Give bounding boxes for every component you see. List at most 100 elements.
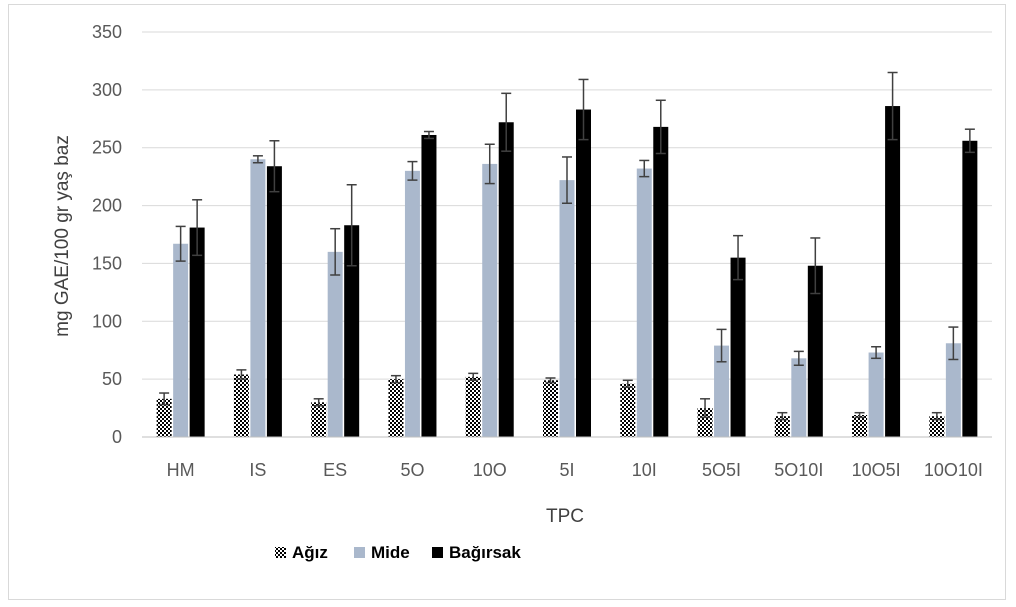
error-bar: [313, 398, 324, 407]
bar-ağız-5o: [388, 379, 404, 437]
x-tick-label: ES: [323, 460, 347, 480]
legend-swatch: [432, 547, 443, 558]
bar-bağırsak-is: [266, 166, 282, 437]
gridlines: [142, 31, 992, 380]
error-bar: [346, 183, 357, 267]
error-bar: [269, 140, 280, 193]
bar-mide-is: [250, 159, 266, 438]
bar-ağız-10o10i: [929, 416, 945, 437]
error-bar: [793, 350, 804, 367]
legend: Ağız Mide Bağırsak: [275, 543, 521, 562]
error-bar: [716, 328, 727, 363]
bar-ağız-5i: [543, 380, 558, 437]
error-bar: [871, 345, 882, 360]
error-bar: [252, 155, 263, 164]
bar-ağız-10i: [620, 383, 636, 437]
y-tick-label: 100: [92, 311, 122, 331]
error-bar: [468, 372, 479, 382]
legend-label: Bağırsak: [449, 543, 521, 562]
error-bar: [948, 326, 959, 361]
error-bar: [964, 128, 975, 154]
bar-bağırsak-5o5i: [730, 257, 746, 437]
legend-item: Bağırsak: [432, 543, 521, 562]
bar-ağız-10o: [465, 376, 481, 437]
error-bar: [423, 130, 434, 140]
y-tick-label: 0: [112, 427, 122, 447]
bars: [156, 106, 978, 438]
bar-mide-5i: [559, 180, 575, 437]
error-bar: [700, 398, 711, 419]
bar-mide-10i: [636, 168, 652, 438]
error-bar: [639, 159, 650, 178]
error-bar: [854, 411, 865, 419]
x-axis-title: TPC: [546, 506, 584, 527]
error-bar: [175, 225, 186, 262]
y-tick-label: 250: [92, 138, 122, 158]
bar-ağız-is: [233, 374, 249, 437]
legend-label: Mide: [371, 543, 410, 562]
x-tick-label: 5O10I: [774, 460, 823, 480]
bar-bağırsak-5i: [576, 109, 591, 438]
bar-mide-10o10i: [945, 343, 961, 437]
bar-mide-5o10i: [791, 358, 807, 437]
error-bar: [501, 92, 512, 152]
bar-ağız-5o10i: [774, 416, 790, 437]
x-tick-label: IS: [249, 460, 266, 480]
legend-item: Mide: [354, 543, 410, 562]
bar-mide-hm: [173, 243, 189, 437]
x-tick-label: 10O: [473, 460, 507, 480]
bar-mide-10o5i: [868, 352, 884, 437]
bar-ağız-10o5i: [852, 415, 868, 437]
error-bar: [578, 78, 589, 141]
bar-bağırsak-hm: [189, 227, 205, 437]
x-tick-label: 10O10I: [924, 460, 983, 480]
error-bar: [330, 227, 341, 276]
bar-bağırsak-5o: [421, 134, 437, 437]
error-bar: [236, 369, 247, 380]
bar-mide-5o: [404, 170, 420, 437]
bar-bağırsak-5o10i: [807, 265, 823, 437]
error-bar: [545, 377, 556, 384]
bar-bağırsak-es: [344, 225, 360, 437]
bar-ağız-es: [311, 402, 327, 437]
x-tick-label: 5O: [400, 460, 424, 480]
error-bar: [887, 71, 898, 141]
error-bar: [777, 411, 788, 421]
x-tick-label: 5O5I: [702, 460, 741, 480]
y-axis-title: mg GAE/100 gr yaş baz: [52, 135, 73, 337]
bar-bağırsak-10o5i: [885, 106, 901, 438]
error-bar: [192, 199, 203, 257]
bar-ağız-5o5i: [697, 408, 713, 437]
bar-bağırsak-10o10i: [962, 140, 978, 437]
y-tick-label: 50: [102, 369, 122, 389]
error-bar: [622, 379, 633, 388]
y-tick-label: 200: [92, 196, 122, 216]
bar-mide-es: [327, 251, 343, 437]
error-bar: [931, 411, 942, 421]
error-bar: [484, 143, 495, 185]
x-tick-label: HM: [167, 460, 195, 480]
bar-bağırsak-10i: [653, 126, 669, 437]
legend-label: Ağız: [292, 543, 328, 562]
legend-item: Ağız: [275, 543, 328, 562]
y-tick-label: 150: [92, 253, 122, 273]
error-bar: [390, 374, 401, 384]
y-tick-label: 300: [92, 80, 122, 100]
legend-swatch: [275, 547, 286, 558]
error-bar: [655, 99, 666, 155]
y-tick-label: 350: [92, 22, 122, 42]
error-bar: [733, 234, 744, 281]
x-tick-label: 5I: [559, 460, 574, 480]
bar-mide-5o5i: [714, 345, 730, 437]
bar-ağız-hm: [156, 398, 172, 437]
error-bar: [810, 237, 821, 295]
error-bars: [159, 71, 975, 421]
x-tick-label: 10I: [632, 460, 657, 480]
error-bar: [562, 156, 572, 205]
error-bar: [159, 392, 170, 406]
error-bar: [407, 160, 418, 181]
legend-swatch: [354, 547, 365, 558]
x-tick-label: 10O5I: [852, 460, 901, 480]
